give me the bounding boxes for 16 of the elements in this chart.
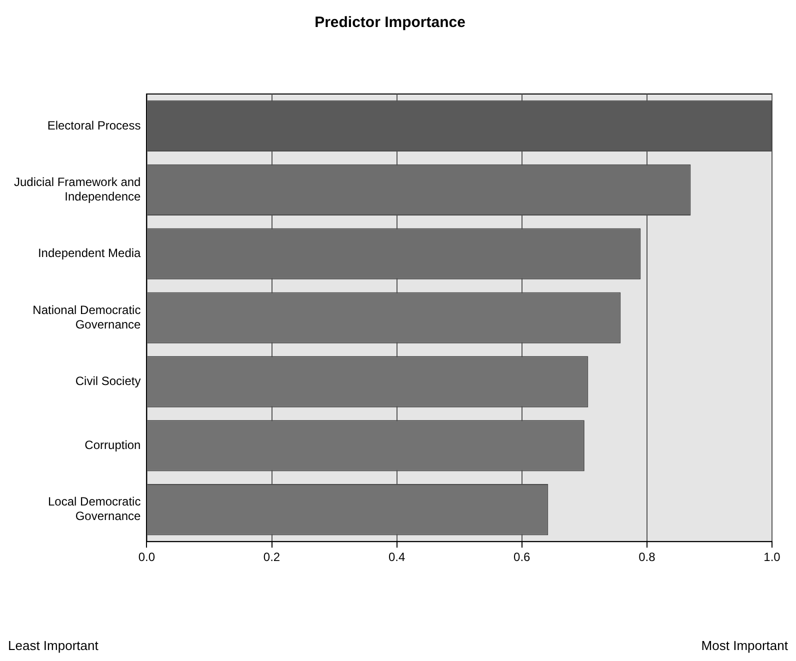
- text: Least Important: [8, 638, 98, 653]
- x-tick-label: 0.4: [388, 550, 406, 564]
- y-tick-label: National Democratic Governance: [32, 302, 142, 332]
- y-tick-label: Judicial Framework and Independence: [14, 175, 142, 204]
- y-tick-label: Civil Society: [75, 374, 141, 388]
- x-tick-label: 0.6: [514, 550, 531, 564]
- chart-title: Predictor Importance: [314, 14, 466, 32]
- y-tick-label: Corruption: [84, 438, 141, 452]
- x-tick-label: 0.8: [638, 550, 656, 564]
- y-tick-label: Electoral Process: [47, 118, 141, 132]
- x-tick-label: 0.2: [263, 550, 280, 564]
- y-tick-label: Local Democratic Governance: [48, 494, 142, 524]
- x-tick-label: 1.0: [764, 550, 781, 564]
- x-tick-label: 0.0: [138, 550, 156, 564]
- y-tick-label: Independent Media: [38, 246, 142, 260]
- text: Most Important: [701, 638, 788, 653]
